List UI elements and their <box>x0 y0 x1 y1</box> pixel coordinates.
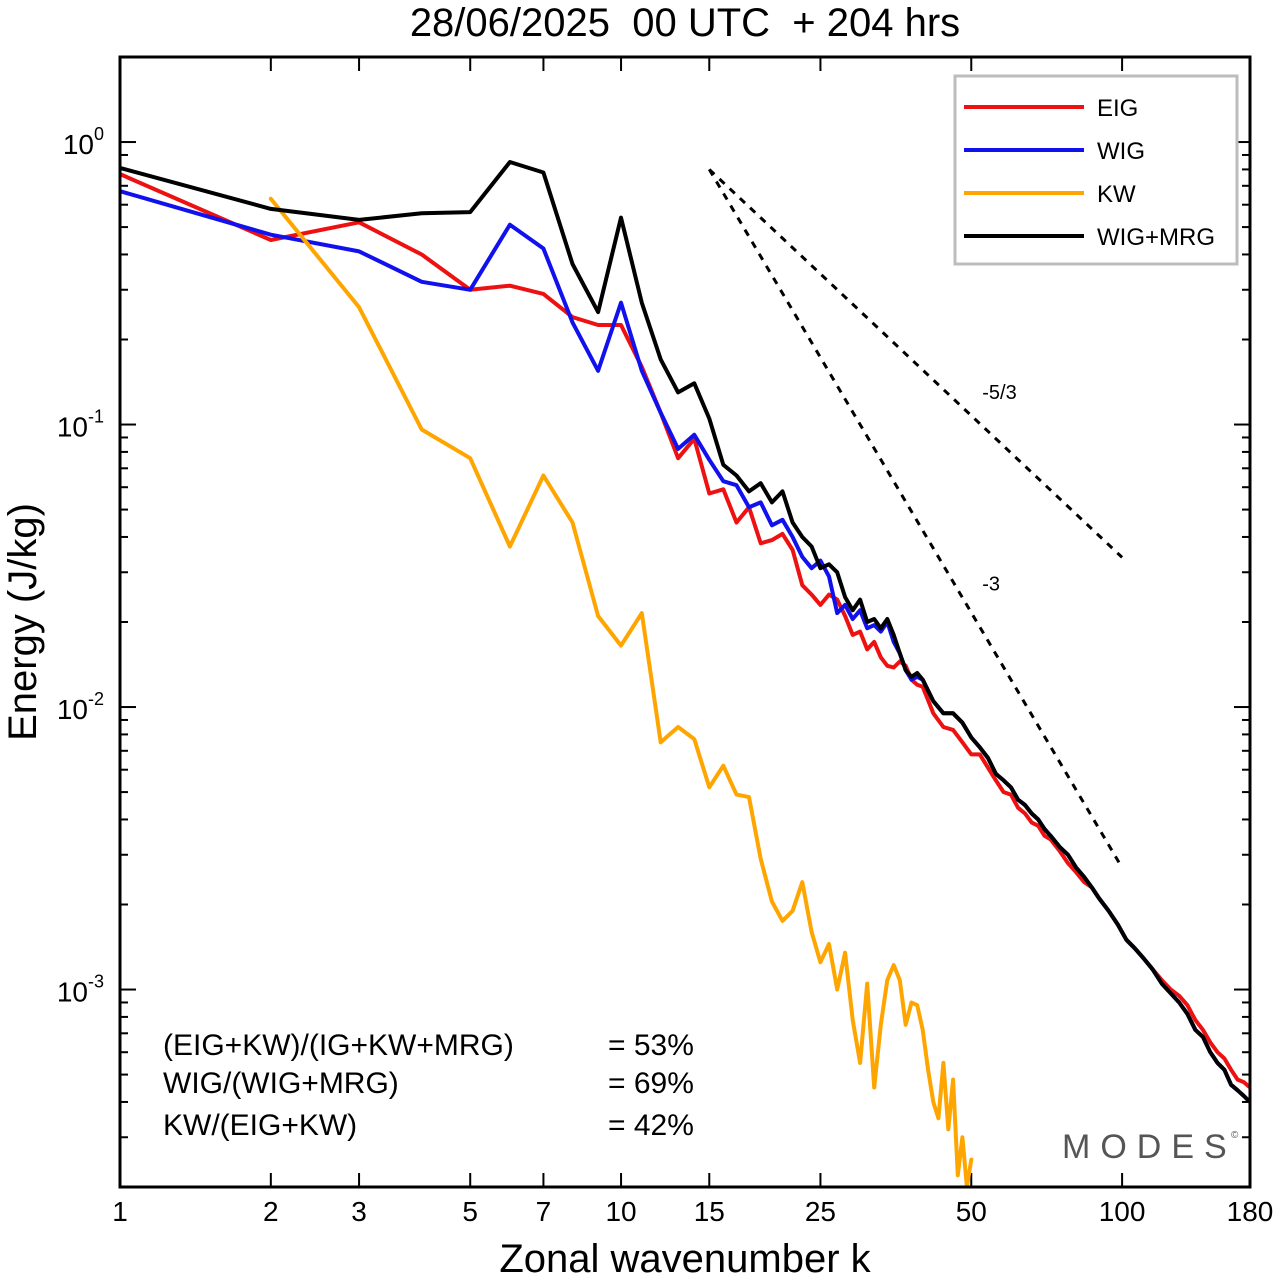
y-tick-label: 10-3 <box>57 972 104 1008</box>
stat-label-wig: WIG/(WIG+MRG) <box>163 1067 399 1100</box>
series-line-kw <box>268 196 974 1187</box>
stats-block: (EIG+KW)/(IG+KW+MRG) = 53% WIG/(WIG+MRG)… <box>163 1029 694 1142</box>
y-axis-label: Energy (J/kg) <box>1 503 45 741</box>
x-tick-label: 25 <box>805 1196 836 1227</box>
plot-frame <box>118 55 1252 1189</box>
reference-slope-label: -3 <box>982 574 1000 596</box>
series-line-wig-mrg <box>120 160 1250 1104</box>
x-tick-label: 2 <box>263 1196 279 1227</box>
reference-slope-line <box>707 168 1124 869</box>
reference-slopes: -5/3 -3 <box>707 168 1124 869</box>
modes-watermark: MODES <box>1062 1128 1237 1166</box>
y-tick-label: 100 <box>63 124 104 160</box>
stat-value-eig-kw: = 53% <box>608 1029 694 1062</box>
x-tick-label: 180 <box>1227 1196 1274 1227</box>
legend: EIG WIG KW WIG+MRG <box>953 74 1239 266</box>
legend-label-kw: KW <box>1097 181 1136 208</box>
series-line-wig <box>120 189 1250 1104</box>
x-tick-label: 7 <box>536 1196 552 1227</box>
y-tick-label: 10-2 <box>57 689 104 725</box>
x-tick-label: 3 <box>351 1196 367 1227</box>
chart-title: 28/06/2025 00 UTC + 204 hrs <box>410 1 960 45</box>
stat-label-eig-kw: (EIG+KW)/(IG+KW+MRG) <box>163 1029 514 1062</box>
stat-label-kw: KW/(EIG+KW) <box>163 1109 357 1142</box>
copyright-mark: © <box>1231 1130 1239 1141</box>
x-tick-label: 10 <box>605 1196 636 1227</box>
x-tick-label: 50 <box>956 1196 987 1227</box>
reference-slope-label: -5/3 <box>982 382 1016 404</box>
x-tick-label: 100 <box>1099 1196 1146 1227</box>
stat-value-kw: = 42% <box>608 1109 694 1142</box>
x-tick-label: 5 <box>462 1196 478 1227</box>
x-tick-label: 15 <box>694 1196 725 1227</box>
legend-label-wig: WIG <box>1097 138 1145 165</box>
series-line-eig <box>120 172 1250 1090</box>
stat-value-wig: = 69% <box>608 1067 694 1100</box>
axis-ticks: 1 2 3 5 7 10 15 25 50 100 180 100 10-1 10-2 10-3 <box>57 56 1274 1227</box>
legend-label-wig-mrg: WIG+MRG <box>1097 224 1215 251</box>
legend-label-eig: EIG <box>1097 95 1138 122</box>
reference-slope-line <box>708 168 1124 559</box>
series-layer <box>120 160 1250 1187</box>
x-tick-label: 1 <box>112 1196 128 1227</box>
x-axis-label: Zonal wavenumber k <box>499 1237 871 1281</box>
y-tick-label: 10-1 <box>57 407 104 443</box>
